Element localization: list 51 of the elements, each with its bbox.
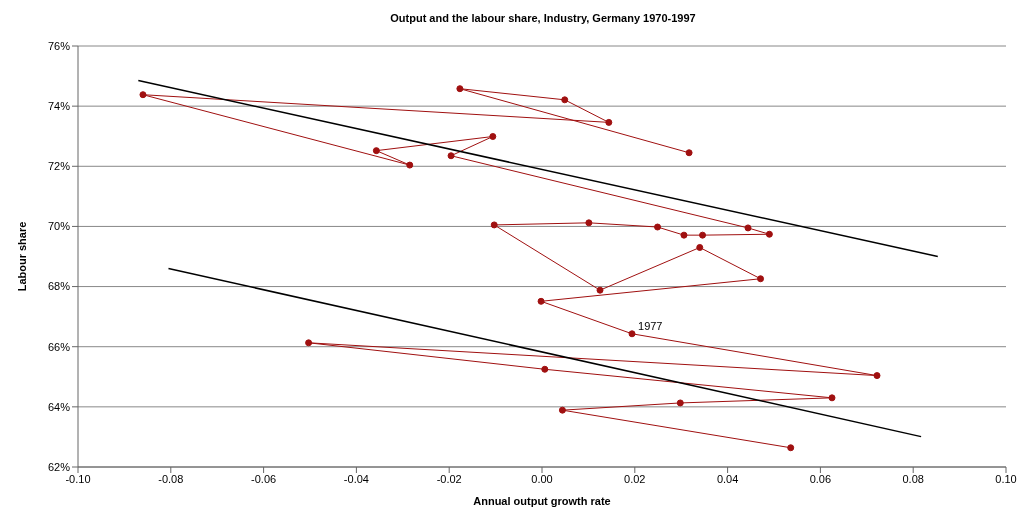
x-tick-label: 0.04: [716, 472, 739, 485]
x-axis-title: Annual output growth rate: [473, 495, 611, 507]
y-tick-label: 66%: [47, 340, 71, 353]
y-axis-title: Labour share: [15, 221, 28, 292]
point: [585, 219, 593, 227]
x-tick-label: 0.10: [995, 472, 1017, 485]
y-tick-label: 74%: [47, 100, 71, 113]
point: [490, 221, 498, 229]
point: [828, 394, 836, 402]
point: [765, 230, 773, 238]
point: [139, 91, 147, 99]
y-tick-label: 62%: [47, 460, 71, 473]
point: [654, 223, 662, 231]
x-tick-label: 0.00: [531, 472, 553, 485]
y-tick-label: 76%: [47, 39, 71, 52]
point: [680, 231, 688, 239]
point: [372, 147, 380, 155]
point: [561, 96, 569, 104]
annotation: 1977: [638, 319, 663, 332]
point: [447, 152, 455, 160]
point: [558, 406, 566, 414]
point: [537, 297, 545, 305]
x-tick-label: 0.02: [624, 472, 646, 485]
point: [605, 118, 613, 126]
x-tick-label: -0.04: [343, 472, 369, 485]
x-tick-label: 0.06: [809, 472, 832, 485]
chart-title: Output and the labour share, Industry, Germany 1970-1997: [389, 11, 697, 26]
x-tick-label: 0.08: [902, 472, 924, 485]
y-tick-label: 68%: [47, 280, 71, 293]
point: [873, 372, 881, 380]
point: [406, 161, 414, 169]
y-tick-label: 72%: [47, 160, 71, 173]
point: [628, 330, 636, 338]
y-tick-label: 64%: [47, 400, 71, 413]
point: [489, 133, 497, 141]
point: [744, 224, 752, 232]
point: [696, 243, 704, 251]
point: [596, 286, 604, 294]
y-tick-label: 70%: [47, 220, 71, 233]
point: [757, 275, 765, 283]
x-tick-label: -0.02: [436, 472, 462, 485]
x-tick-label: -0.06: [251, 472, 277, 485]
point: [676, 399, 684, 407]
point: [685, 149, 693, 157]
point: [541, 365, 549, 373]
point: [456, 85, 464, 93]
point: [305, 339, 313, 347]
point: [787, 444, 795, 452]
point: [699, 231, 707, 239]
x-tick-label: -0.08: [158, 472, 184, 485]
x-tick-label: -0.10: [65, 472, 91, 485]
